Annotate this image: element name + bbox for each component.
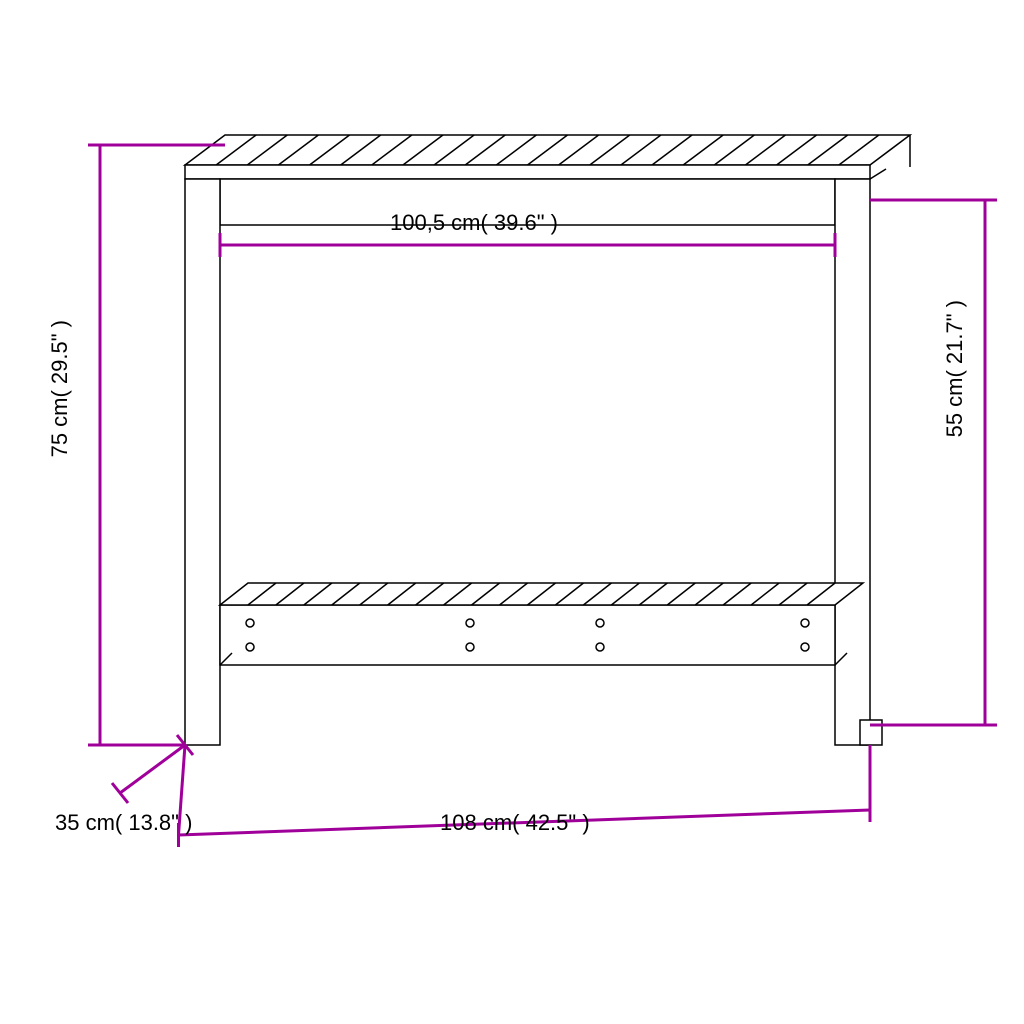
dim-outer-width-label: 108 cm( 42.5" ) (440, 810, 590, 836)
dim-depth-label: 35 cm( 13.8" ) (55, 810, 192, 836)
dim-inner-width-label: 100,5 cm( 39.6" ) (390, 210, 558, 236)
dim-left-height-label: 75 cm( 29.5" ) (47, 320, 73, 457)
dimension-drawing (0, 0, 1024, 1024)
dim-right-height-label: 55 cm( 21.7" ) (942, 300, 968, 437)
